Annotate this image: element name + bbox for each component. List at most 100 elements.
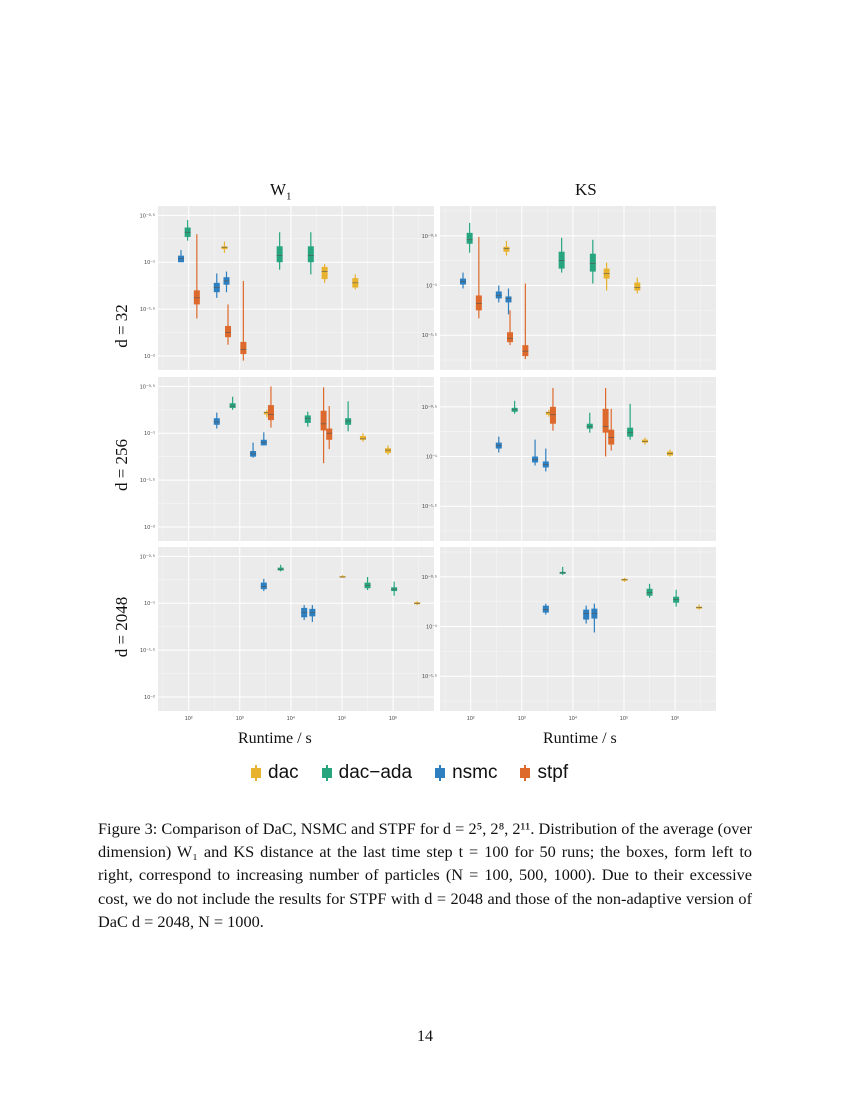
box-nsmc	[178, 250, 184, 263]
box-dac	[221, 241, 228, 253]
box-dac-ada	[511, 400, 518, 414]
box-body	[558, 251, 565, 269]
panel-background	[158, 547, 434, 711]
panel-background	[440, 547, 716, 711]
box-dac-ada	[673, 589, 680, 607]
box-body	[475, 295, 482, 311]
x-tick-label: 10⁶	[389, 715, 397, 722]
panel-d256-w1: 10⁻⁰·⁵ 10⁻¹ 10⁻¹·⁵ 10⁻²	[140, 377, 434, 541]
y-tick-label: 10⁻⁰·⁵	[422, 574, 437, 581]
box-stpf	[193, 234, 200, 319]
row-label-d256: d = 256	[112, 438, 131, 492]
box-dac-ada	[466, 222, 473, 253]
box-dac	[696, 604, 703, 610]
box-dac-ada	[558, 237, 565, 273]
box-nsmc	[542, 603, 549, 615]
box-body	[320, 410, 327, 431]
panel-d256-ks: 10⁻⁰·⁵ 10⁻¹ 10⁻¹·⁵	[422, 377, 716, 541]
panel-d32-ks: 10⁻⁰·⁵ 10⁻¹ 10⁻¹·⁵	[422, 206, 716, 370]
box-body	[503, 246, 510, 252]
y-tick-label: 10⁻⁰·⁵	[140, 383, 155, 390]
box-body	[263, 411, 270, 415]
box-nsmc	[495, 285, 502, 303]
box-stpf	[602, 387, 609, 457]
row-label-d32: d = 32	[112, 304, 131, 348]
box-stpf	[608, 408, 615, 451]
box-dac-ada	[391, 581, 398, 596]
y-tick-label: 10⁻⁰·⁵	[140, 553, 155, 560]
box-stpf	[267, 386, 274, 428]
box-stpf	[475, 236, 482, 319]
box-dac	[603, 262, 610, 291]
y-tick-label: 10⁻¹·⁵	[140, 477, 155, 484]
panel-d32-w1: 10⁻⁰·⁵ 10⁻¹ 10⁻¹·⁵ 10⁻²	[140, 206, 434, 370]
box-nsmc	[532, 439, 539, 466]
x-axis-title-right: Runtime / s	[543, 730, 617, 747]
box-body	[583, 609, 590, 620]
box-dac-ada	[559, 566, 566, 575]
x-tick-label: 10⁵	[620, 715, 628, 722]
box-dac	[321, 264, 328, 283]
y-tick-label: 10⁻¹·⁵	[422, 673, 437, 680]
box-dac-ada	[646, 583, 653, 598]
box-body	[321, 266, 328, 280]
legend-label-stpf: stpf	[537, 762, 569, 783]
box-body	[267, 405, 274, 421]
box-body	[359, 436, 366, 440]
y-tick-label: 10⁻¹	[426, 284, 437, 290]
box-dac-ada	[304, 411, 311, 427]
legend-label-dac: dac	[268, 762, 299, 783]
box-dac-ada	[229, 396, 236, 410]
box-body	[385, 448, 391, 453]
y-tick-label: 10⁻¹	[426, 625, 437, 631]
box-body	[229, 403, 236, 408]
column-title-ks: KS	[575, 180, 597, 199]
y-tick-label: 10⁻²	[144, 525, 155, 531]
box-dac-ada	[586, 412, 593, 433]
box-body	[522, 345, 529, 357]
x-tick-label: 10⁵	[338, 715, 346, 722]
box-body	[213, 418, 220, 425]
box-nsmc	[542, 448, 549, 472]
legend-item-stpf: stpf	[519, 762, 568, 784]
box-body	[641, 439, 648, 443]
box-dac	[414, 601, 421, 606]
y-tick-label: 10⁻¹·⁵	[140, 306, 155, 313]
box-nsmc	[213, 273, 220, 298]
legend-label-dac-ada: dac−ada	[338, 762, 413, 783]
box-body	[545, 411, 552, 415]
legend-key-stpf	[519, 765, 531, 781]
page-number: 14	[417, 1028, 433, 1045]
y-tick-label: 10⁻⁰·⁵	[422, 404, 437, 411]
y-tick-label: 10⁻¹	[144, 601, 155, 607]
y-tick-label: 10⁻¹	[426, 455, 437, 461]
box-body	[277, 567, 284, 571]
box-dac-ada	[184, 220, 191, 241]
box-nsmc	[213, 412, 220, 429]
box-body	[240, 341, 247, 355]
box-nsmc	[505, 288, 512, 315]
box-nsmc	[301, 605, 308, 621]
legend-key-dac-ada	[321, 765, 333, 781]
box-body	[304, 415, 311, 423]
x-tick-label: 10²	[185, 716, 193, 722]
box-body	[634, 282, 641, 291]
box-dac-ada	[627, 403, 634, 440]
legend-key-dac	[250, 765, 262, 781]
caption-text: Comparison of DaC, NSMC and STPF for d =…	[98, 819, 753, 931]
box-body	[507, 332, 514, 343]
x-tick-label: 10³	[518, 716, 526, 722]
box-nsmc	[460, 272, 466, 289]
box-dac	[634, 277, 641, 294]
box-dac	[359, 433, 366, 442]
box-body	[345, 418, 352, 425]
box-dac-ada	[589, 239, 596, 284]
box-body	[586, 423, 593, 429]
box-stpf	[225, 304, 232, 345]
box-body	[627, 427, 634, 437]
box-nsmc	[495, 436, 502, 453]
box-dac-ada	[277, 564, 284, 572]
x-tick-label: 10³	[236, 716, 244, 722]
legend: dac dac−ada nsmc stpf	[250, 762, 568, 784]
box-dac-ada	[345, 401, 352, 432]
